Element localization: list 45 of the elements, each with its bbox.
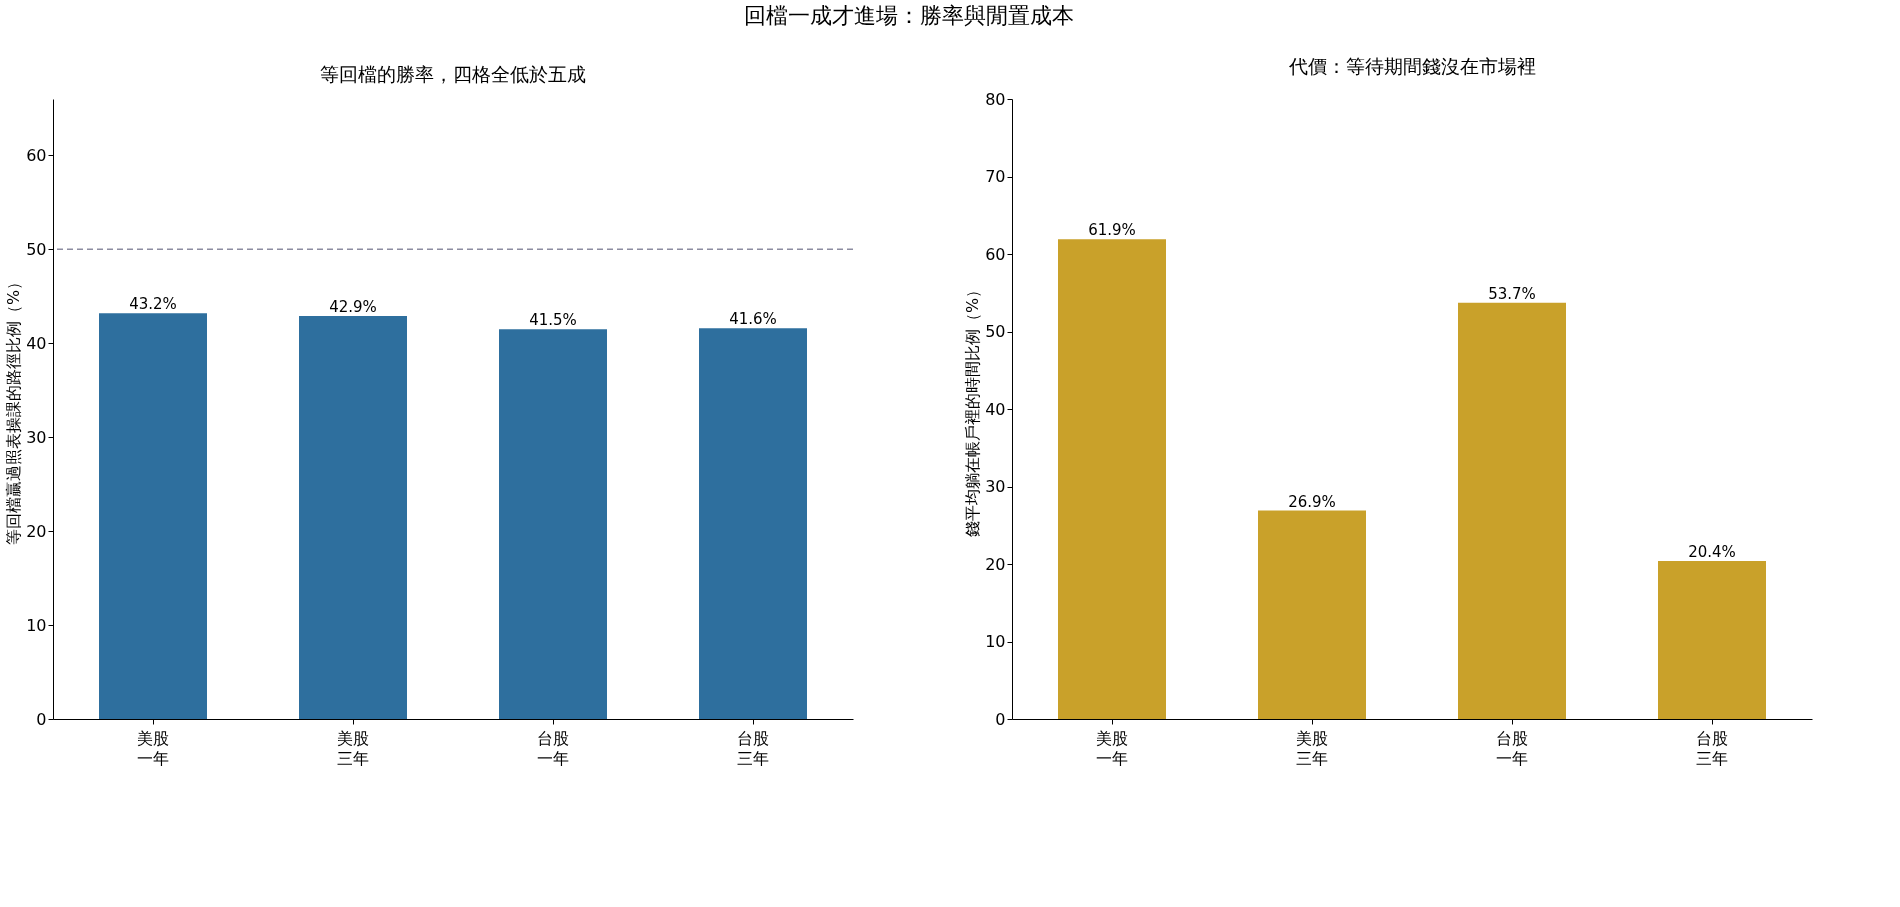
y-tick-label: 10 <box>985 632 1006 651</box>
bar <box>299 316 407 719</box>
bar <box>1058 239 1166 719</box>
y-tick-label: 60 <box>26 145 47 165</box>
y-tick-label: 0 <box>36 709 47 729</box>
y-tick-label: 60 <box>985 244 1006 264</box>
bar <box>1458 302 1566 719</box>
chart-title: 等回檔的勝率，四格全低於五成 <box>320 63 586 85</box>
y-axis-title: 等回檔贏過照表操課的路徑比例（%） <box>4 273 24 546</box>
text: 41.6% <box>729 310 777 329</box>
x-tick-label: 美股一年 <box>137 728 169 768</box>
text: 61.9% <box>1088 221 1136 240</box>
text: 43.2% <box>129 295 177 314</box>
x-tick-label: 美股一年 <box>1096 728 1128 768</box>
y-tick-label: 40 <box>985 399 1006 419</box>
bar <box>99 313 207 719</box>
x-tick-label: 美股三年 <box>1296 728 1328 768</box>
text: 回檔一成才進場：勝率與閒置成本 <box>743 3 1074 28</box>
y-tick-label: 50 <box>985 322 1006 341</box>
y-tick-label: 0 <box>995 709 1006 729</box>
y-tick-label: 50 <box>26 239 47 259</box>
bar <box>1258 510 1366 719</box>
x-tick-label: 台股一年 <box>1496 728 1528 768</box>
x-tick-label: 美股三年 <box>337 728 369 768</box>
y-tick-label: 20 <box>26 521 47 541</box>
text: 41.5% <box>529 311 577 330</box>
text: 26.9% <box>1288 492 1336 511</box>
y-tick-label: 30 <box>985 477 1006 496</box>
text: 42.9% <box>329 298 377 316</box>
x-tick-label: 台股三年 <box>737 728 769 768</box>
bar <box>1658 560 1766 719</box>
y-tick-label: 70 <box>985 167 1006 186</box>
y-tick-label: 10 <box>26 615 47 635</box>
bar <box>499 329 607 719</box>
x-tick-label: 台股三年 <box>1696 728 1728 768</box>
y-tick-label: 80 <box>985 89 1006 109</box>
y-axis-title: 錢平均躺在帳戶裡的時間比例（%） <box>963 281 983 538</box>
chart-title: 代價：等待期間錢沒在市場裡 <box>1287 55 1536 77</box>
text: 20.4% <box>1688 542 1736 561</box>
y-tick-label: 40 <box>26 333 47 353</box>
text: 53.7% <box>1488 284 1536 303</box>
bar <box>699 328 807 719</box>
x-tick-label: 台股一年 <box>537 728 569 768</box>
y-tick-label: 30 <box>26 427 47 447</box>
y-tick-label: 20 <box>985 554 1006 574</box>
